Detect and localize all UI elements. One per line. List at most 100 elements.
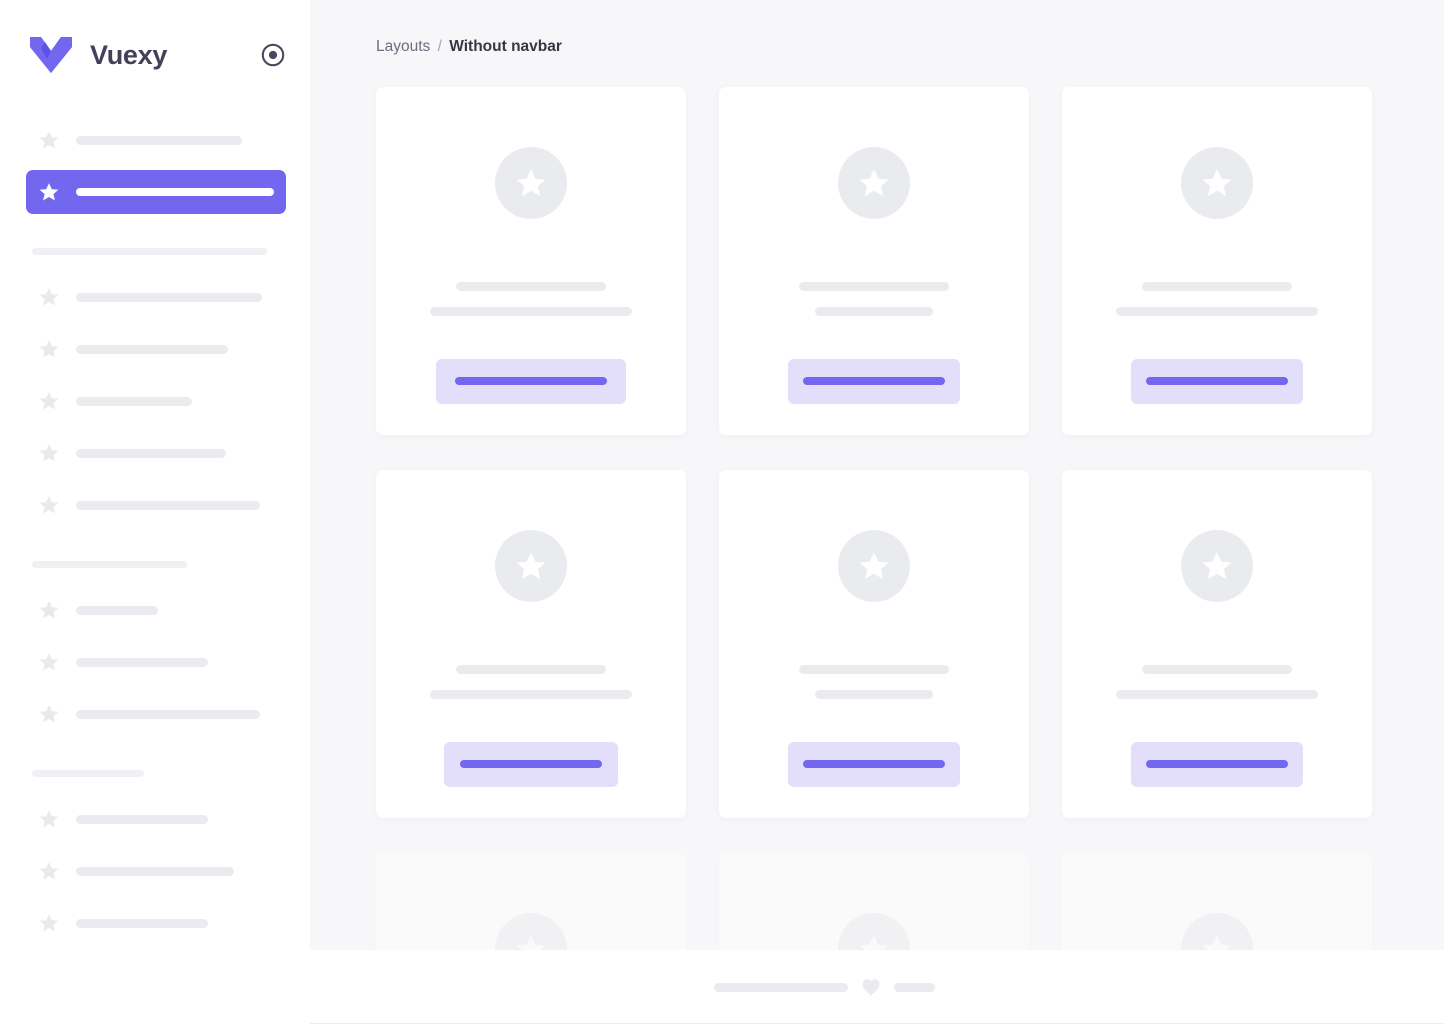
star-icon <box>38 651 60 673</box>
sidebar-item[interactable] <box>26 118 286 162</box>
sidebar-item-active[interactable] <box>26 170 286 214</box>
content-card[interactable] <box>1062 469 1372 818</box>
nav-spacer <box>26 527 286 561</box>
star-icon <box>38 129 60 151</box>
nav-section-label <box>32 248 267 255</box>
star-icon <box>38 494 60 516</box>
main-content: Layouts / Without navbar <box>310 0 1444 1028</box>
card-action-button-label-placeholder <box>460 760 602 769</box>
card-action-button[interactable] <box>436 358 626 404</box>
sidebar-item-label-placeholder <box>76 292 262 302</box>
card-action-button-label-placeholder <box>455 377 607 386</box>
nav-spacer <box>26 423 286 431</box>
card-title-placeholder <box>456 281 606 291</box>
card-action-button[interactable] <box>1131 741 1303 787</box>
vuexy-v-logo-icon <box>28 33 74 77</box>
brand[interactable]: Vuexy <box>28 33 260 77</box>
sidebar-item-label-placeholder <box>76 448 226 458</box>
content-card[interactable] <box>719 469 1029 818</box>
card-avatar <box>838 529 910 602</box>
circle-dot-icon[interactable] <box>260 42 286 68</box>
brand-name: Vuexy <box>90 39 168 70</box>
star-icon <box>38 808 60 830</box>
star-icon <box>38 390 60 412</box>
star-icon <box>38 860 60 882</box>
nav-spacer <box>26 475 286 483</box>
sidebar-item-label-placeholder <box>76 918 208 928</box>
content-card[interactable] <box>376 469 686 818</box>
card-title-placeholder <box>1142 281 1292 291</box>
card-action-button-label-placeholder <box>1146 760 1288 769</box>
sidebar-item[interactable] <box>26 901 286 945</box>
card-footer-placeholder <box>714 982 848 992</box>
nav-spacer <box>26 371 286 379</box>
nav-spacer <box>26 568 286 588</box>
card-subtitle-placeholder <box>1116 689 1318 699</box>
card-action-button[interactable] <box>444 741 618 787</box>
sidebar-item[interactable] <box>26 588 286 632</box>
card-subtitle-placeholder <box>430 689 632 699</box>
sidebar-header: Vuexy <box>0 0 310 110</box>
sidebar-item-label-placeholder <box>76 135 242 145</box>
heart-icon[interactable] <box>860 976 882 998</box>
nav-spacer <box>26 684 286 692</box>
sidebar-item-label-placeholder <box>76 344 228 354</box>
nav-spacer <box>26 777 286 797</box>
nav-spacer <box>26 319 286 327</box>
card-avatar <box>495 146 567 219</box>
card-footer-placeholder <box>894 982 935 992</box>
content-card[interactable] <box>719 86 1029 435</box>
sidebar-item[interactable] <box>26 797 286 841</box>
sidebar-item-label-placeholder <box>76 657 208 667</box>
card-action-button[interactable] <box>1131 358 1303 404</box>
sidebar-item[interactable] <box>26 692 286 736</box>
card-action-button-label-placeholder <box>803 377 945 386</box>
card-subtitle-placeholder <box>815 306 933 316</box>
nav-section-label <box>32 770 144 777</box>
card-title-placeholder <box>456 664 606 674</box>
star-icon <box>38 286 60 308</box>
card-avatar <box>1181 529 1253 602</box>
card-subtitle-placeholder <box>430 306 632 316</box>
card-subtitle-placeholder <box>1116 306 1318 316</box>
sidebar-item-label-placeholder <box>76 396 192 406</box>
sidebar-item[interactable] <box>26 849 286 893</box>
star-icon <box>38 442 60 464</box>
card-subtitle-placeholder <box>815 689 933 699</box>
card-footer <box>1029 950 1339 1024</box>
nav-spacer <box>26 162 286 170</box>
star-icon <box>38 703 60 725</box>
card-grid <box>376 86 1444 1028</box>
nav-spacer <box>26 632 286 640</box>
sidebar-item-label-placeholder <box>76 866 234 876</box>
breadcrumb-current: Without navbar <box>449 38 562 55</box>
content-card[interactable] <box>376 86 686 435</box>
nav-spacer <box>26 736 286 770</box>
card-avatar <box>495 529 567 602</box>
sidebar-item-label-placeholder <box>76 500 260 510</box>
sidebar-item[interactable] <box>26 379 286 423</box>
card-action-button[interactable] <box>788 741 960 787</box>
sidebar-item-label-placeholder <box>76 605 158 615</box>
card-title-placeholder <box>799 281 949 291</box>
breadcrumb-parent[interactable]: Layouts <box>376 38 431 55</box>
sidebar-item[interactable] <box>26 640 286 684</box>
sidebar-item[interactable] <box>26 483 286 527</box>
sidebar-item[interactable] <box>26 431 286 475</box>
sidebar-item[interactable] <box>26 275 286 319</box>
card-footer <box>686 950 996 1024</box>
card-avatar <box>838 146 910 219</box>
footer-row <box>686 950 1444 1024</box>
sidebar-item[interactable] <box>26 327 286 371</box>
card-title-placeholder <box>799 664 949 674</box>
card-action-button[interactable] <box>788 358 960 404</box>
content-card[interactable] <box>1062 86 1372 435</box>
card-action-button-label-placeholder <box>1146 377 1288 386</box>
card-footer <box>1372 950 1444 1024</box>
sidebar-item-label-placeholder <box>76 709 260 719</box>
breadcrumb: Layouts / Without navbar <box>310 0 1444 57</box>
sidebar-item-label-placeholder <box>76 188 274 196</box>
star-icon <box>38 181 60 203</box>
nav-spacer <box>26 893 286 901</box>
